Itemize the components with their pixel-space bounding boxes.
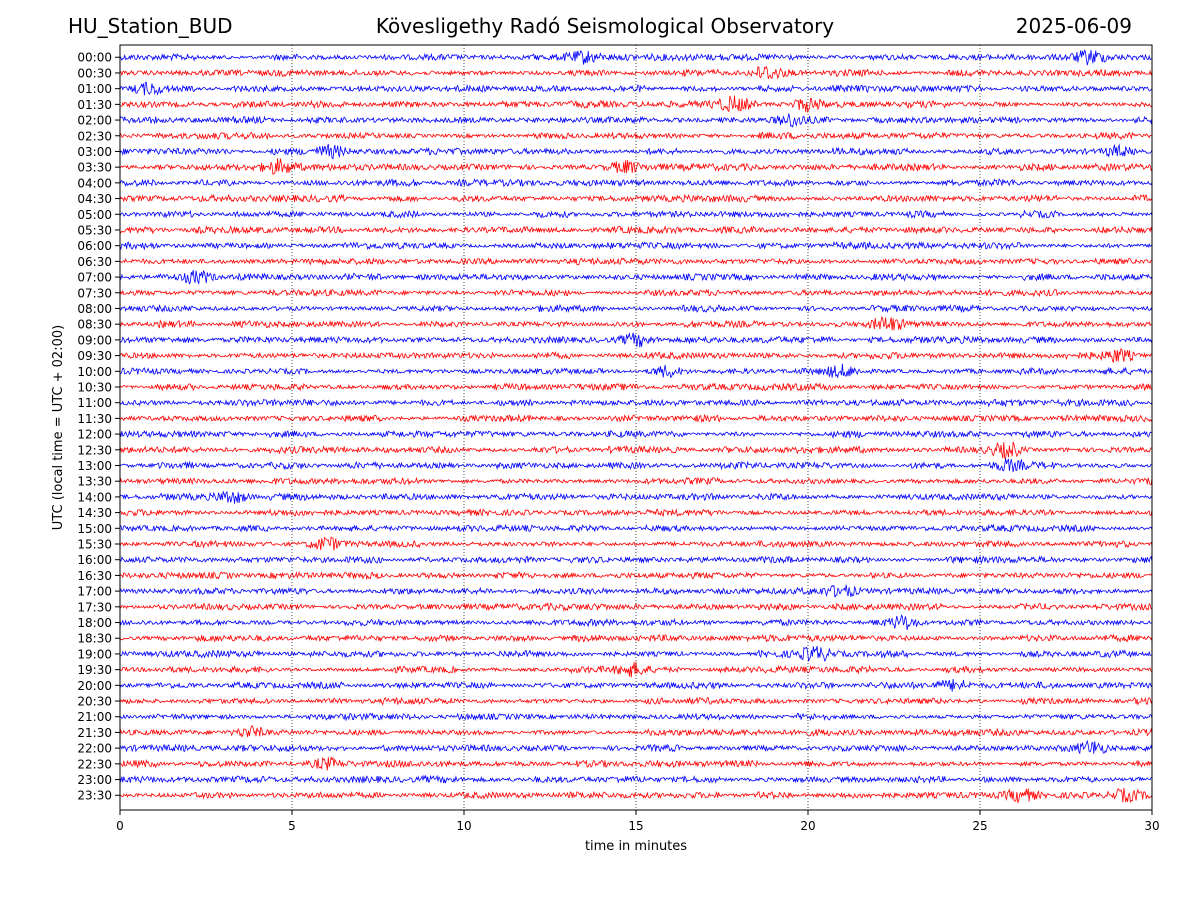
x-tick-label-5: 5 (288, 819, 296, 833)
trace-1230 (119, 441, 1153, 460)
y-tick-label-0600: 06:00 (77, 239, 112, 253)
y-tick-label-1500: 15:00 (77, 522, 112, 536)
trace-1830 (119, 633, 1153, 644)
y-tick-label-1230: 12:30 (77, 443, 112, 457)
y-tick-label-1900: 19:00 (77, 647, 112, 661)
y-tick-label-2330: 23:30 (77, 789, 112, 803)
y-tick-label-1400: 14:00 (77, 490, 112, 504)
y-tick-label-1130: 11:30 (77, 412, 112, 426)
y-tick-label-2000: 20:00 (77, 679, 112, 693)
trace-1530 (119, 536, 1153, 551)
y-tick-label-0730: 07:30 (77, 286, 112, 300)
trace-2030 (119, 696, 1153, 706)
y-tick-label-2130: 21:30 (77, 726, 112, 740)
trace-1630 (119, 571, 1153, 581)
x-tick-label-15: 15 (628, 819, 643, 833)
trace-0530 (119, 225, 1153, 235)
y-tick-label-0230: 02:30 (77, 129, 112, 143)
y-tick-label-0530: 05:30 (77, 223, 112, 237)
y-axis-label: UTC (local time = UTC + 02:00) (51, 325, 66, 530)
y-tick-label-2100: 21:00 (77, 710, 112, 724)
x-axis-label: time in minutes (585, 839, 687, 854)
station-name: HU_Station_BUD (68, 14, 233, 38)
y-tick-label-1830: 18:30 (77, 632, 112, 646)
y-tick-label-0430: 04:30 (77, 192, 112, 206)
y-tick-label-0900: 09:00 (77, 333, 112, 347)
x-tick-label-30: 30 (1144, 819, 1159, 833)
chart-date: 2025-06-09 (1015, 14, 1132, 38)
x-tick-label-20: 20 (800, 819, 815, 833)
y-tick-label-0100: 01:00 (77, 82, 112, 96)
y-tick-label-1030: 10:30 (77, 380, 112, 394)
y-tick-label-1700: 17:00 (77, 585, 112, 599)
trace-0430 (119, 193, 1153, 204)
y-tick-label-2030: 20:30 (77, 695, 112, 709)
y-tick-label-0000: 00:00 (77, 51, 112, 65)
y-tick-label-1800: 18:00 (77, 616, 112, 630)
trace-0000 (119, 49, 1153, 66)
trace-0900 (119, 332, 1153, 348)
trace-0130 (119, 95, 1153, 114)
y-tick-label-0800: 08:00 (77, 302, 112, 316)
y-tick-label-1930: 19:30 (77, 663, 112, 677)
y-tick-label-1600: 16:00 (77, 553, 112, 567)
y-tick-label-1730: 17:30 (77, 600, 112, 614)
chart-title: Kövesligethy Radó Seismological Observat… (375, 14, 835, 38)
y-tick-label-1000: 10:00 (77, 365, 112, 379)
trace-1200 (119, 429, 1152, 439)
x-tick-label-10: 10 (456, 819, 471, 833)
grid-lines (291, 45, 981, 810)
y-tick-label-1330: 13:30 (77, 475, 112, 489)
trace-2000 (119, 678, 1153, 692)
y-tick-label-2200: 22:00 (77, 742, 112, 756)
x-axis: 0 5 10 15 20 25 30 (116, 810, 1160, 833)
y-tick-label-0300: 03:00 (77, 145, 112, 159)
trace-1600 (119, 555, 1153, 565)
y-tick-label-1300: 13:00 (77, 459, 112, 473)
y-tick-label-0330: 03:30 (77, 161, 112, 175)
y-tick-label-1530: 15:30 (77, 538, 112, 552)
y-tick-label-2230: 22:30 (77, 757, 112, 771)
x-tick-label-0: 0 (116, 819, 124, 833)
y-tick-label-0130: 01:30 (77, 98, 112, 112)
trace-0730 (119, 288, 1153, 298)
y-tick-label-0930: 09:30 (77, 349, 112, 363)
x-tick-label-25: 25 (972, 819, 987, 833)
y-tick-label-0400: 04:00 (77, 176, 112, 190)
y-tick-label-1630: 16:30 (77, 569, 112, 583)
trace-1930 (119, 661, 1153, 678)
y-tick-label-1100: 11:00 (77, 396, 112, 410)
y-tick-label-0630: 06:30 (77, 255, 112, 269)
y-tick-label-0200: 02:00 (77, 114, 112, 128)
y-tick-label-0030: 00:30 (77, 66, 112, 80)
y-tick-label-0700: 07:00 (77, 271, 112, 285)
y-tick-label-0830: 08:30 (77, 318, 112, 332)
y-tick-label-1200: 12:00 (77, 428, 112, 442)
y-tick-label-2300: 23:00 (77, 773, 112, 787)
y-tick-label-1430: 14:30 (77, 506, 112, 520)
y-tick-label-0500: 05:00 (77, 208, 112, 222)
